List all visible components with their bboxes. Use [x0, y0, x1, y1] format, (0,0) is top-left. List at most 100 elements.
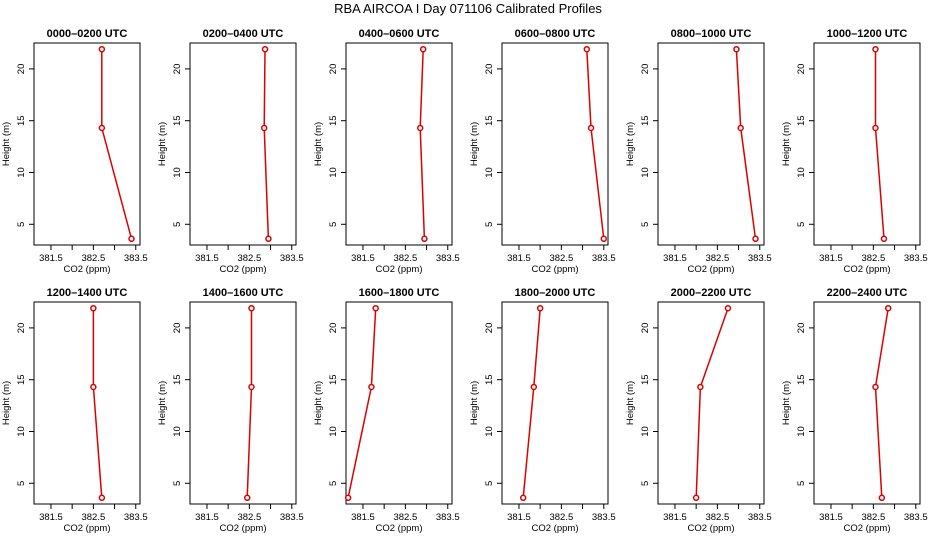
y-tick-label: 10 — [172, 167, 183, 178]
x-tick-label: 381.5 — [351, 512, 375, 523]
y-tick-label: 5 — [172, 481, 183, 486]
profile-line — [246, 308, 253, 498]
data-point — [90, 383, 97, 391]
x-tick-label: 383.5 — [592, 253, 616, 264]
data-point — [737, 124, 744, 132]
y-axis-label: Height (m) — [157, 381, 168, 425]
data-point — [587, 124, 595, 132]
x-tick-label: 383.5 — [436, 253, 460, 264]
x-tick-label: 382.5 — [81, 253, 105, 264]
data-point — [421, 235, 428, 243]
x-tick-label: 381.5 — [195, 253, 219, 264]
x-tick-label: 382.5 — [549, 512, 573, 523]
y-tick-label: 5 — [16, 481, 27, 486]
y-axis-label: Height (m) — [469, 381, 480, 425]
plot-frame — [501, 42, 609, 246]
data-point — [519, 494, 527, 502]
x-tick-label: 382.5 — [549, 253, 573, 264]
x-tick-label: 382.5 — [705, 512, 729, 523]
x-tick-label: 381.5 — [351, 253, 375, 264]
x-tick-label: 382.5 — [393, 253, 417, 264]
y-tick-label: 10 — [796, 167, 807, 178]
y-tick-label: 20 — [328, 64, 339, 75]
y-tick-label: 20 — [328, 323, 339, 334]
profile-line — [347, 308, 377, 498]
x-tick-label: 382.5 — [81, 512, 105, 523]
y-tick-label: 20 — [16, 64, 27, 75]
x-axis-label: CO2 (ppm) — [220, 523, 267, 534]
profile-panel: 0000–0200 UTC 381.5 382.5 383.5 5 10 15 20 CO2 (… — [1, 28, 148, 275]
y-tick-label: 15 — [640, 374, 651, 385]
profile-line — [874, 308, 889, 498]
x-tick-label: 383.5 — [748, 253, 772, 264]
data-point — [98, 45, 106, 53]
data-point — [733, 45, 740, 53]
y-axis-label: Height (m) — [313, 122, 324, 166]
y-tick-label: 15 — [484, 374, 495, 385]
x-axis-label: CO2 (ppm) — [220, 264, 267, 275]
profile-panel: 1400–1600 UTC 381.5 382.5 383.5 5 10 15 20 CO2 (… — [157, 287, 304, 534]
y-tick-label: 20 — [172, 323, 183, 334]
main-title: RBA AIRCOA I Day 071106 Calibrated Profi… — [334, 1, 602, 16]
x-tick-label: 382.5 — [237, 512, 261, 523]
y-tick-label: 10 — [16, 167, 27, 178]
data-point — [724, 304, 732, 312]
data-point — [419, 45, 427, 53]
panel-title: 0600–0800 UTC — [515, 28, 596, 40]
panel-title: 1200–1400 UTC — [47, 287, 128, 299]
profile-line — [874, 49, 885, 239]
y-tick-label: 20 — [172, 64, 183, 75]
x-tick-label: 383.5 — [904, 512, 928, 523]
plot-frame — [189, 42, 297, 246]
x-tick-label: 381.5 — [663, 512, 687, 523]
data-point — [128, 235, 135, 243]
profile-line — [92, 308, 103, 498]
y-tick-label: 15 — [796, 115, 807, 126]
x-tick-label: 381.5 — [819, 512, 843, 523]
profile-line — [522, 308, 541, 498]
y-tick-label: 5 — [328, 222, 339, 227]
profile-line — [419, 49, 426, 239]
y-tick-label: 5 — [484, 222, 495, 227]
y-tick-label: 15 — [796, 374, 807, 385]
profile-panel: 0200–0400 UTC 381.5 382.5 383.5 5 10 15 20 CO2 (… — [157, 28, 304, 275]
y-axis-label: Height (m) — [781, 381, 792, 425]
y-tick-label: 20 — [640, 323, 651, 334]
y-tick-label: 15 — [16, 115, 27, 126]
plot-frame — [501, 301, 609, 505]
panel-title: 2000–2200 UTC — [671, 287, 752, 299]
y-tick-label: 10 — [328, 167, 339, 178]
x-tick-label: 381.5 — [819, 253, 843, 264]
plot-frame — [33, 301, 141, 505]
x-tick-label: 381.5 — [507, 253, 531, 264]
y-tick-label: 20 — [796, 64, 807, 75]
y-tick-label: 15 — [484, 115, 495, 126]
data-point — [697, 383, 704, 391]
y-tick-label: 15 — [640, 115, 651, 126]
data-point — [90, 304, 97, 312]
data-point — [368, 383, 375, 391]
x-axis-label: CO2 (ppm) — [688, 264, 735, 275]
x-axis-label: CO2 (ppm) — [64, 264, 111, 275]
profile-panel: 0800–1000 UTC 381.5 382.5 383.5 5 10 15 20 CO2 (… — [625, 28, 772, 275]
panel-title: 1600–1800 UTC — [359, 287, 440, 299]
x-tick-label: 382.5 — [861, 253, 885, 264]
plot-frame — [657, 301, 765, 505]
profile-panel: 1600–1800 UTC 381.5 382.5 383.5 5 10 15 20 CO2 (… — [313, 287, 460, 534]
panel-title: 1000–1200 UTC — [827, 28, 908, 40]
panel-title: 2200–2400 UTC — [827, 287, 908, 299]
y-tick-label: 10 — [484, 426, 495, 437]
data-point — [884, 304, 892, 312]
y-tick-label: 20 — [640, 64, 651, 75]
plot-frame — [33, 42, 141, 246]
y-tick-label: 5 — [796, 222, 807, 227]
profile-line — [586, 49, 605, 239]
x-tick-label: 383.5 — [904, 253, 928, 264]
profile-panel: 0400–0600 UTC 381.5 382.5 383.5 5 10 15 20 CO2 (… — [313, 28, 460, 275]
x-tick-label: 383.5 — [124, 512, 148, 523]
x-tick-label: 383.5 — [280, 253, 304, 264]
y-axis-label: Height (m) — [1, 381, 12, 425]
x-axis-label: CO2 (ppm) — [688, 523, 735, 534]
y-tick-label: 20 — [16, 323, 27, 334]
y-tick-label: 5 — [328, 481, 339, 486]
